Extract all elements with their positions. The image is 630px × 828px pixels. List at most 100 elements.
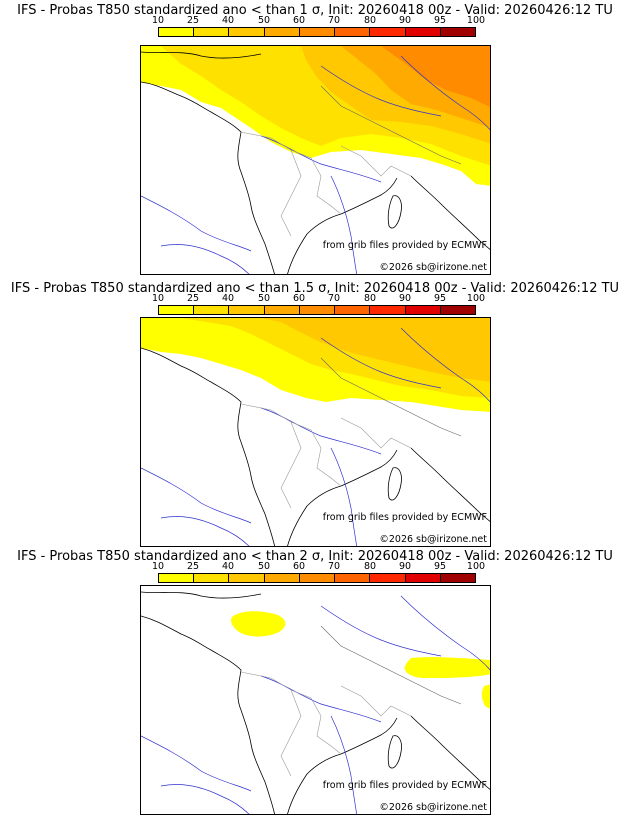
credit-copyright: ©2026 sb@irizone.net — [379, 262, 487, 273]
colorbar-swatch — [159, 574, 195, 582]
river — [320, 337, 442, 389]
admin-border — [280, 421, 302, 509]
credit-copyright: ©2026 sb@irizone.net — [379, 534, 487, 545]
colorbar-tick-label: 25 — [186, 15, 200, 26]
colorbar-swatch — [405, 574, 441, 582]
admin-border — [240, 131, 342, 215]
coastline — [287, 717, 398, 814]
prob-area-60 — [381, 46, 490, 108]
river — [141, 735, 252, 792]
river — [400, 327, 490, 403]
river — [160, 784, 250, 814]
colorbar-tick-label: 70 — [327, 561, 341, 572]
colorbar-tick-label: 10 — [151, 15, 165, 26]
coastline — [410, 175, 490, 250]
colorbar-tick-label: 25 — [186, 561, 200, 572]
colorbar-tick-label: 90 — [398, 561, 412, 572]
colorbar-swatch — [264, 574, 300, 582]
colorbar: 10 25 40 50 60 70 80 90 95 100 — [152, 561, 485, 584]
colorbar-swatch — [335, 574, 371, 582]
colorbar-tick-label: 10 — [151, 293, 165, 304]
colorbar-swatch — [264, 28, 300, 36]
colorbar-tick-label: 70 — [327, 293, 341, 304]
river — [260, 675, 382, 723]
coastline — [410, 447, 490, 522]
credit-source: from grib files provided by ECMWF — [322, 512, 487, 523]
coastline — [287, 449, 398, 546]
prob-area-10 — [481, 684, 490, 709]
admin-border — [280, 689, 302, 777]
river — [260, 135, 382, 183]
probability-map: from grib files provided by ECMWF ©2026 … — [140, 45, 491, 275]
colorbar: 10 25 40 50 60 70 80 90 95 100 — [152, 15, 485, 38]
colorbar-swatch — [159, 28, 195, 36]
colorbar-tick-label: 100 — [466, 15, 486, 26]
colorbar-swatch — [159, 306, 195, 314]
colorbar-swatch — [370, 306, 406, 314]
colorbar-tick-label: 100 — [466, 561, 486, 572]
admin-border — [340, 417, 412, 449]
coastline — [141, 81, 275, 274]
coastline — [410, 715, 490, 790]
colorbar-boxes — [158, 27, 476, 37]
colorbar-swatch — [299, 574, 336, 582]
coastline — [141, 51, 262, 59]
river — [260, 407, 382, 455]
colorbar: 10 25 40 50 60 70 80 90 95 100 — [152, 293, 485, 316]
admin-border — [280, 149, 302, 237]
colorbar-swatch — [440, 574, 475, 582]
colorbar-tick-label: 60 — [292, 293, 306, 304]
river — [141, 195, 252, 252]
admin-border — [320, 357, 462, 437]
colorbar-swatch — [229, 574, 265, 582]
map-panel-1: IFS - Probas T850 standardized ano < tha… — [0, 0, 630, 276]
colorbar-swatch — [194, 306, 230, 314]
colorbar-swatch — [264, 306, 300, 314]
map-graphic — [141, 591, 490, 814]
colorbar-tick-label: 60 — [292, 561, 306, 572]
map-graphic — [141, 46, 490, 274]
panel-title: IFS - Probas T850 standardized ano < tha… — [17, 549, 613, 564]
panel-title: IFS - Probas T850 standardized ano < tha… — [10, 281, 620, 296]
colorbar-tick-label: 50 — [257, 293, 271, 304]
river — [320, 65, 442, 117]
colorbar-tick-label: 80 — [363, 293, 377, 304]
map-panel-2: IFS - Probas T850 standardized ano < tha… — [0, 276, 630, 552]
probability-map: from grib files provided by ECMWF ©2026 … — [140, 585, 491, 815]
river — [400, 55, 490, 131]
colorbar-swatch — [299, 306, 336, 314]
colorbar-swatch — [335, 306, 371, 314]
prob-area-40 — [261, 318, 490, 382]
panel-title: IFS - Probas T850 standardized ano < tha… — [17, 3, 613, 18]
colorbar-tick-label: 95 — [433, 15, 447, 26]
admin-border — [320, 85, 462, 165]
colorbar-swatch — [299, 28, 336, 36]
colorbar-swatch — [229, 306, 265, 314]
admin-border — [240, 671, 342, 755]
colorbar-tick-label: 95 — [433, 561, 447, 572]
credit-source: from grib files provided by ECMWF — [322, 780, 487, 791]
river — [160, 244, 250, 274]
probability-map: from grib files provided by ECMWF ©2026 … — [140, 317, 491, 547]
island-corsica — [387, 735, 402, 769]
river — [330, 715, 358, 814]
colorbar-tick-label: 80 — [363, 15, 377, 26]
colorbar-swatch — [335, 28, 371, 36]
colorbar-tick-label: 50 — [257, 561, 271, 572]
coastline — [141, 615, 275, 814]
credit-copyright: ©2026 sb@irizone.net — [379, 802, 487, 813]
river — [320, 605, 442, 657]
colorbar-swatch — [370, 574, 406, 582]
admin-border — [320, 625, 462, 705]
colorbar-tick-label: 80 — [363, 561, 377, 572]
colorbar-tick-label: 100 — [466, 293, 486, 304]
river — [400, 595, 490, 671]
colorbar-boxes — [158, 305, 476, 315]
colorbar-swatch — [370, 28, 406, 36]
prob-area-10 — [231, 611, 286, 637]
colorbar-tick-label: 10 — [151, 561, 165, 572]
colorbar-boxes — [158, 573, 476, 583]
colorbar-tick-label: 70 — [327, 15, 341, 26]
admin-border — [340, 685, 412, 717]
colorbar-tick-label: 50 — [257, 15, 271, 26]
